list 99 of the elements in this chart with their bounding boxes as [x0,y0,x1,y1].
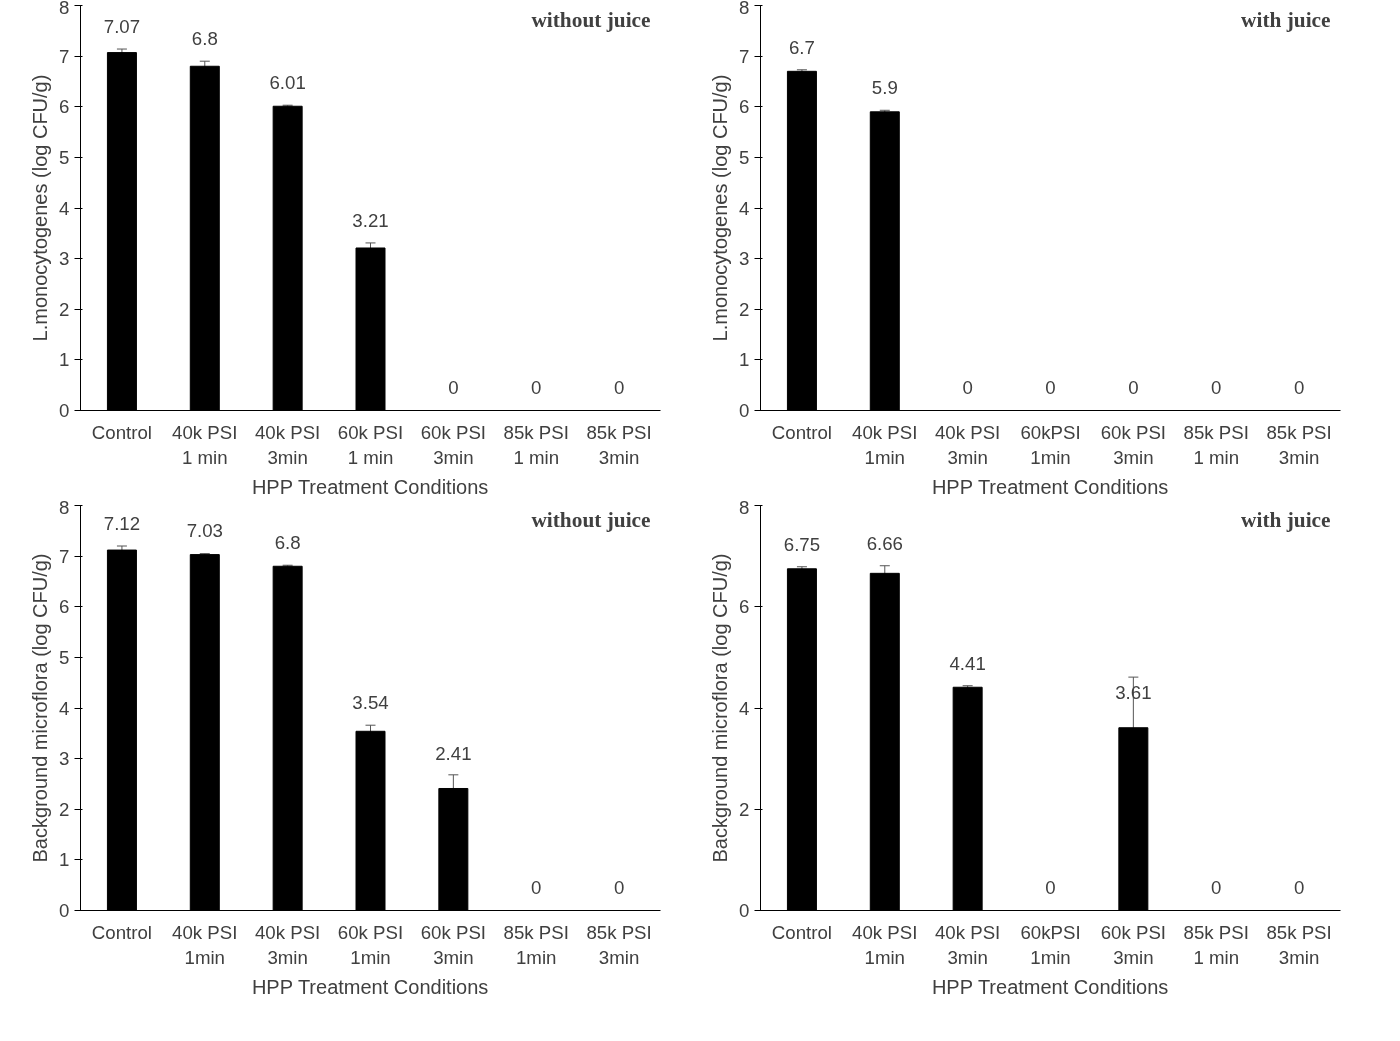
y-tick-label: 5 [739,146,750,168]
x-tick-label: 60k PSI 3min [1100,921,1167,968]
data-label: 6.66 [866,532,903,554]
x-tick-label: Control [771,421,833,443]
y-tick-label: 3 [739,248,750,270]
data-label: 7.03 [186,520,223,542]
x-tick-label: 85k PSI 3min [1266,921,1332,968]
data-label: 0 [1211,877,1222,899]
y-tick-label: 1 [59,849,70,871]
y-tick-label: 7 [59,45,70,67]
y-tick-label: 7 [59,545,70,567]
x-tick-label: 60kPSI 1min [1020,421,1081,468]
y-axis-title: L.monocytogenes (log CFU/g) [29,74,52,342]
data-label: 7.12 [103,512,141,534]
x-tick-label: 60k PSI 1 min [337,421,404,468]
data-label: 0 [1293,377,1305,399]
x-tick-label: 40k PSI 3min [254,921,321,968]
x-axis-title: HPP Treatment Conditions [931,975,1169,998]
x-tick-label: Control [91,421,153,443]
data-label: 0 [1211,377,1222,399]
data-label: 0 [613,877,625,899]
x-tick-label: 85k PSI 3min [586,921,652,968]
data-label: 0 [1045,377,1056,399]
x-tick-label: 60k PSI 1min [337,921,404,968]
y-tick-label: 0 [59,900,70,921]
x-tick-label: 85k PSI 1 min [503,421,569,468]
x-tick-label: 40k PSI 1min [852,921,918,968]
chart-title: without juice [531,7,651,32]
data-label: 2.41 [435,743,472,765]
y-tick-label: 8 [59,0,70,18]
y-tick-label: 6 [59,96,70,118]
x-axis-title: HPP Treatment Conditions [931,475,1169,498]
x-tick-label: 60k PSI 3min [420,421,487,468]
y-tick-label: 8 [59,496,70,518]
x-tick-label: 40k PSI 1min [172,921,238,968]
y-tick-label: 4 [59,197,70,219]
y-tick-label: 2 [739,298,750,320]
x-tick-label: 40k PSI 1 min [172,421,238,468]
x-tick-label: Control [771,921,833,943]
y-tick-label: 6 [739,596,750,618]
chart-title: with juice [1241,507,1331,532]
y-axis-title: Background microflora (log CFU/g) [29,553,52,863]
x-axis-title: HPP Treatment Conditions [251,975,489,998]
y-axis-title: Background microflora (log CFU/g) [709,553,732,863]
y-tick-label: 5 [59,646,70,668]
y-tick-label: 3 [59,748,70,770]
y-tick-label: 2 [739,798,750,820]
data-label: 7.07 [103,15,141,37]
y-tick-label: 4 [739,697,750,719]
x-axis-title: HPP Treatment Conditions [251,475,489,498]
data-label: 0 [531,877,542,899]
y-tick-label: 4 [739,197,750,219]
chart-title: with juice [1241,7,1331,32]
y-tick-label: 1 [59,349,70,371]
x-tick-label: 85k PSI 1min [503,921,569,968]
y-tick-label: 0 [59,400,70,421]
x-tick-label: 60k PSI 3min [1100,421,1167,468]
data-label: 0 [448,377,459,399]
y-tick-label: 2 [59,298,70,320]
x-tick-label: 40k PSI 3min [934,421,1001,468]
x-tick-label: 85k PSI 1 min [1183,921,1249,968]
x-tick-label: 60kPSI 1min [1020,921,1081,968]
y-tick-label: 8 [739,0,750,18]
y-tick-label: 7 [739,45,750,67]
y-tick-label: 5 [59,146,70,168]
y-tick-label: 4 [59,697,70,719]
data-label: 3.54 [352,692,389,714]
data-label: 0 [962,377,973,399]
data-label: 5.9 [871,77,898,99]
x-tick-label: 85k PSI 3min [1266,421,1332,468]
data-label: 0 [1293,877,1305,899]
data-label: 6.75 [783,533,821,555]
y-tick-label: 0 [739,400,750,421]
x-tick-label: Control [91,921,153,943]
x-tick-label: 40k PSI 1min [852,421,918,468]
chart-title: without juice [531,507,651,532]
y-axis-title: L.monocytogenes (log CFU/g) [709,74,732,342]
x-tick-label: 40k PSI 3min [934,921,1001,968]
x-tick-label: 40k PSI 3min [254,421,321,468]
data-label: 6.8 [191,27,218,49]
data-label: 0 [1128,377,1139,399]
y-tick-label: 6 [59,596,70,618]
y-tick-label: 0 [739,900,750,921]
y-tick-label: 1 [739,349,750,371]
data-label: 6.7 [788,36,815,58]
data-label: 6.8 [274,532,301,554]
data-label: 0 [1045,877,1056,899]
y-tick-label: 6 [739,96,750,118]
data-label: 0 [531,377,542,399]
data-label: 6.01 [269,72,306,94]
data-label: 0 [613,377,625,399]
x-tick-label: 85k PSI 3min [586,421,652,468]
data-label: 4.41 [949,652,986,674]
y-tick-label: 2 [59,798,70,820]
x-tick-label: 85k PSI 1 min [1183,421,1249,468]
y-tick-label: 8 [739,496,750,518]
y-tick-label: 3 [59,248,70,270]
data-label: 3.21 [352,209,389,231]
x-tick-label: 60k PSI 3min [420,921,487,968]
